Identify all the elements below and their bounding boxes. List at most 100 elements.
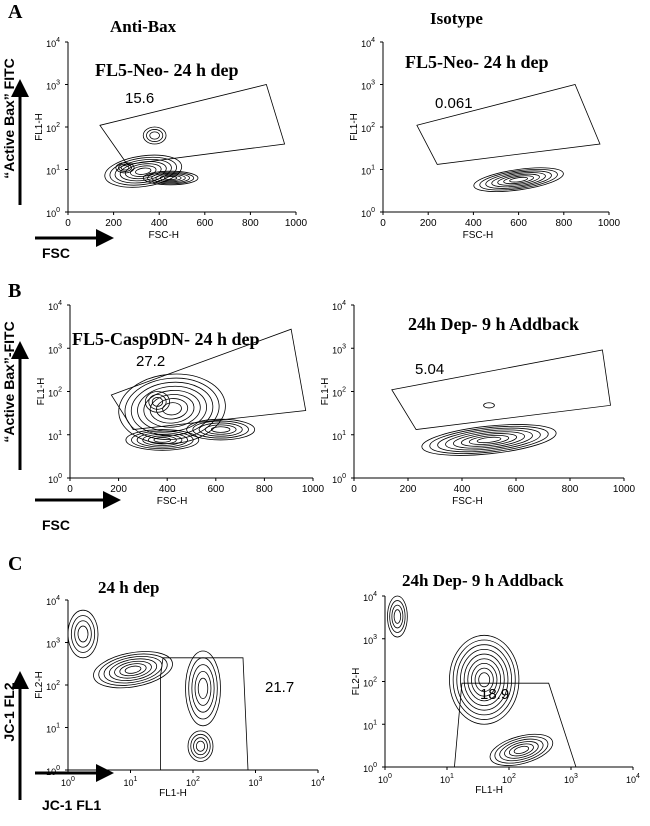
contour (485, 170, 552, 189)
tick-base: 10 (124, 778, 134, 788)
tick-base: 10 (46, 682, 56, 692)
contour (155, 398, 189, 420)
tick-label: 103 (564, 773, 578, 785)
tick-base: 10 (363, 764, 373, 774)
gate (391, 349, 611, 430)
tick-base: 10 (502, 775, 512, 785)
contour (193, 737, 208, 756)
tick-base: 10 (361, 209, 371, 219)
x-tick-label: 200 (105, 218, 122, 229)
tick-label: 104 (46, 595, 60, 607)
tick-base: 10 (48, 389, 58, 399)
gate (160, 657, 249, 771)
tick-label: 100 (48, 473, 62, 485)
contour (93, 651, 173, 689)
y-axis-label: FL1-H (34, 113, 45, 141)
tick-exponent: 0 (373, 762, 377, 769)
tick-base: 10 (626, 775, 636, 785)
tick-exponent: 4 (342, 300, 346, 307)
tick-label: 100 (61, 776, 75, 788)
x-axis-label: FSC-H (157, 496, 188, 507)
x-tick-label: 0 (65, 218, 71, 229)
tick-exponent: 3 (371, 80, 375, 87)
x-axis-label: FL1-H (159, 788, 187, 799)
tick-base: 10 (46, 82, 56, 92)
tick-label: 102 (361, 122, 375, 134)
tick-base: 10 (564, 775, 574, 785)
x-tick-label: 600 (207, 484, 224, 495)
tick-label: 103 (46, 638, 60, 650)
tick-exponent: 1 (371, 165, 375, 172)
y-arrow-label: JC-1 FL2 (1, 682, 17, 741)
gate-value: 27.2 (136, 353, 165, 370)
tick-exponent: 1 (134, 776, 138, 783)
contour (137, 385, 207, 432)
tick-label: 103 (48, 343, 62, 355)
tick-exponent: 2 (512, 773, 516, 780)
x-tick-label: 200 (110, 484, 127, 495)
x-tick-label: 400 (159, 484, 176, 495)
tick-label: 100 (46, 207, 60, 219)
tick-label: 104 (311, 776, 325, 788)
x-tick-label: 200 (420, 218, 437, 229)
tick-exponent: 3 (342, 343, 346, 350)
tick-base: 10 (332, 432, 342, 442)
contour (162, 402, 182, 416)
contour (479, 168, 558, 191)
contour (142, 170, 199, 186)
contour (474, 667, 494, 692)
tick-label: 104 (363, 591, 377, 603)
plot-header: Isotype (430, 9, 483, 28)
tick-base: 10 (186, 778, 196, 788)
tick-exponent: 4 (56, 37, 60, 44)
plot-inset: 24h Dep- 9 h Addback (408, 314, 579, 334)
contour (489, 733, 554, 766)
x-arrow-label: FSC (42, 517, 70, 533)
tick-base: 10 (46, 640, 56, 650)
tick-label: 100 (378, 773, 392, 785)
tick-label: 102 (48, 387, 62, 399)
tick-base: 10 (363, 636, 373, 646)
tick-exponent: 1 (56, 165, 60, 172)
x-axis-label: FL1-H (475, 785, 503, 796)
contour (125, 429, 200, 451)
tick-label: 101 (48, 430, 62, 442)
contour (114, 660, 152, 679)
contour (114, 159, 172, 184)
contour (421, 424, 557, 456)
tick-exponent: 4 (321, 776, 325, 783)
tick-label: 101 (46, 723, 60, 735)
tick-label: 102 (186, 776, 200, 788)
contour (471, 663, 498, 697)
gate-value: 21.7 (265, 679, 294, 696)
contour (473, 167, 564, 192)
tick-base: 10 (361, 124, 371, 134)
x-tick-label: 400 (454, 484, 471, 495)
contour (147, 171, 195, 185)
tick-exponent: 2 (342, 387, 346, 394)
tick-label: 101 (361, 165, 375, 177)
contour (159, 174, 182, 182)
tick-exponent: 2 (371, 122, 375, 129)
tick-exponent: 4 (371, 37, 375, 44)
tick-exponent: 2 (58, 387, 62, 394)
contour (497, 173, 540, 186)
tick-exponent: 2 (196, 776, 200, 783)
tick-base: 10 (332, 475, 342, 485)
contour (204, 424, 237, 435)
contour (463, 653, 505, 706)
tick-exponent: 4 (58, 300, 62, 307)
x-tick-label: 1000 (285, 218, 308, 229)
x-tick-label: 1000 (613, 484, 636, 495)
tick-exponent: 0 (71, 776, 75, 783)
tick-label: 100 (332, 473, 346, 485)
tick-exponent: 2 (56, 122, 60, 129)
tick-base: 10 (378, 775, 388, 785)
tick-exponent: 0 (56, 765, 60, 772)
tick-base: 10 (332, 389, 342, 399)
tick-base: 10 (46, 725, 56, 735)
plot-inset: FL5-Neo- 24 h dep (405, 52, 549, 72)
tick-exponent: 1 (58, 430, 62, 437)
contour (194, 671, 212, 706)
